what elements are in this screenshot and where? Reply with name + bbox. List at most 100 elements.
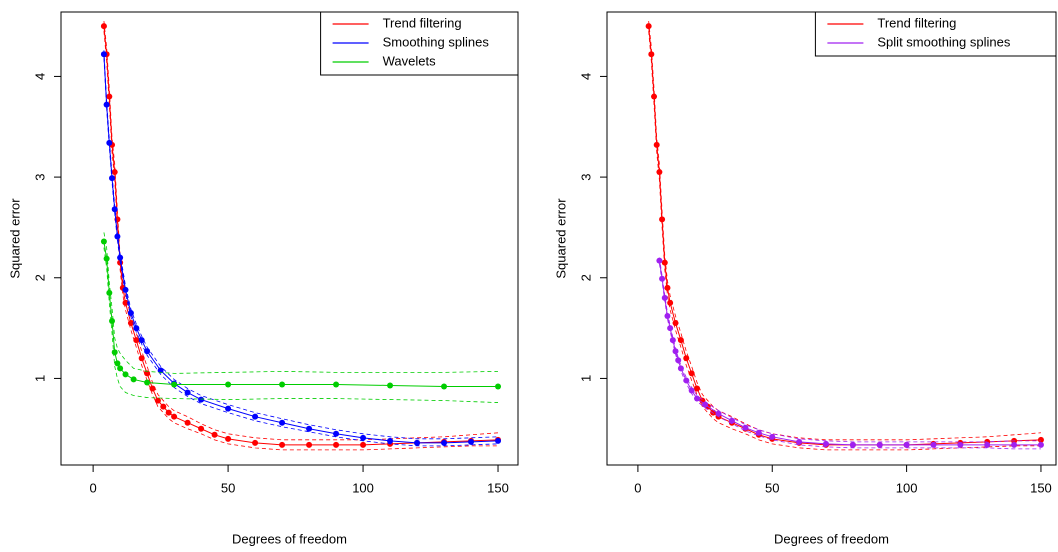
band-lower <box>659 263 1041 450</box>
point <box>688 370 695 377</box>
point <box>211 431 218 438</box>
point <box>225 405 232 412</box>
point <box>184 419 191 426</box>
band-upper <box>648 21 1041 441</box>
point <box>656 169 663 176</box>
point <box>333 430 340 437</box>
point <box>100 51 107 58</box>
point <box>664 313 671 320</box>
point <box>688 387 695 394</box>
band-lower <box>648 31 1041 451</box>
point <box>659 275 666 282</box>
point <box>252 413 259 420</box>
point <box>306 441 313 448</box>
point <box>672 348 679 355</box>
point <box>144 379 151 386</box>
point <box>184 389 191 396</box>
point <box>661 259 668 266</box>
point <box>103 255 110 262</box>
point <box>117 365 124 372</box>
y-axis-title: Squared error <box>553 198 568 279</box>
point <box>133 337 140 344</box>
legend-label: Trend filtering <box>877 15 956 30</box>
point <box>672 320 679 327</box>
point <box>683 355 690 362</box>
point <box>106 93 113 100</box>
point <box>387 382 394 389</box>
point <box>127 309 134 316</box>
point <box>127 320 134 327</box>
point <box>957 441 964 448</box>
point <box>198 396 205 403</box>
point <box>653 141 660 148</box>
point <box>669 337 676 344</box>
x-tick-label: 50 <box>221 480 235 495</box>
point <box>656 257 663 264</box>
point <box>225 435 232 442</box>
y-tick-label: 3 <box>578 173 593 180</box>
series-line <box>658 260 1041 446</box>
point <box>664 284 671 291</box>
point <box>333 381 340 388</box>
point <box>138 355 145 362</box>
point <box>171 413 178 420</box>
point <box>849 441 856 448</box>
x-axis-title: Degrees of freedom <box>774 531 889 546</box>
legend-label: Smoothing splines <box>383 34 490 49</box>
x-tick-label: 100 <box>352 480 374 495</box>
point <box>360 434 367 441</box>
x-tick-label: 100 <box>896 480 918 495</box>
y-tick-label: 4 <box>32 73 47 80</box>
legend-box <box>814 11 1057 57</box>
point <box>661 294 668 301</box>
point <box>122 286 129 293</box>
point <box>144 348 151 355</box>
point <box>279 381 286 388</box>
point <box>165 409 172 416</box>
point <box>414 439 421 446</box>
y-tick-label: 4 <box>578 73 593 80</box>
plot-frame <box>60 11 519 466</box>
point <box>114 233 121 240</box>
legend-label: Split smoothing splines <box>877 34 1010 49</box>
point <box>694 385 701 392</box>
point <box>694 395 701 402</box>
point <box>1037 436 1044 443</box>
series-line <box>103 26 499 446</box>
point <box>769 433 776 440</box>
band-lower <box>103 31 499 451</box>
point <box>984 441 991 448</box>
point <box>252 439 259 446</box>
point <box>876 441 883 448</box>
point <box>106 139 113 146</box>
point <box>171 381 178 388</box>
y-tick-label: 2 <box>32 274 47 281</box>
point <box>930 441 937 448</box>
legend-label: Trend filtering <box>383 15 462 30</box>
point <box>100 23 107 30</box>
point <box>468 438 475 445</box>
point <box>677 365 684 372</box>
point <box>441 383 448 390</box>
point <box>279 441 286 448</box>
series-line <box>648 26 1041 446</box>
x-tick-label: 0 <box>90 480 97 495</box>
point <box>111 206 118 213</box>
point <box>157 367 164 374</box>
point <box>111 349 118 356</box>
point <box>130 376 137 383</box>
point <box>728 417 735 424</box>
point <box>111 169 118 176</box>
point <box>149 385 156 392</box>
point <box>659 216 666 223</box>
point <box>103 101 110 108</box>
y-tick-label: 1 <box>32 375 47 382</box>
point <box>715 410 722 417</box>
x-axis-title: Degrees of freedom <box>232 531 347 546</box>
point <box>822 440 829 447</box>
y-tick-label: 3 <box>32 173 47 180</box>
y-tick-label: 2 <box>578 274 593 281</box>
point <box>154 397 161 404</box>
point <box>645 23 652 30</box>
